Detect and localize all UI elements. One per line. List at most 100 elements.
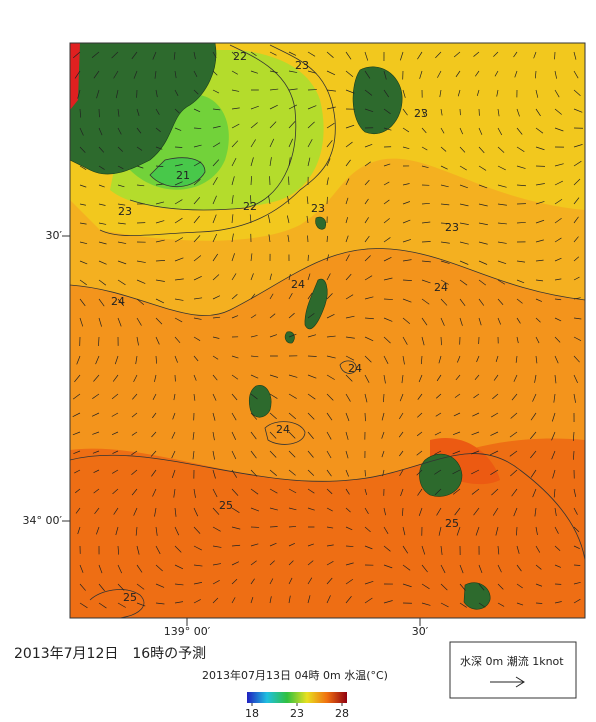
current-arrow	[307, 543, 314, 547]
current-arrow	[150, 450, 157, 457]
current-arrow	[212, 374, 218, 381]
current-arrow	[440, 222, 450, 225]
current-arrow	[554, 127, 564, 132]
current-arrow	[288, 88, 298, 91]
current-arrow	[307, 273, 311, 281]
current-arrow	[516, 545, 520, 554]
current-arrow	[94, 507, 100, 515]
current-arrow	[117, 108, 120, 117]
current-arrow	[93, 469, 100, 474]
current-arrow	[535, 279, 544, 282]
current-arrow	[212, 469, 216, 479]
current-arrow	[533, 51, 537, 59]
current-arrow	[421, 583, 430, 590]
current-arrow	[117, 583, 125, 591]
current-arrow	[478, 127, 483, 135]
current-arrow	[364, 179, 370, 186]
current-arrow	[77, 89, 81, 99]
current-arrow	[455, 70, 461, 78]
current-arrow	[476, 355, 480, 363]
current-arrow	[440, 165, 448, 170]
current-arrow	[212, 563, 222, 566]
current-arrow	[93, 70, 100, 79]
current-arrow	[402, 108, 408, 116]
current-arrow	[534, 374, 537, 383]
current-arrow	[250, 393, 258, 400]
current-arrow	[288, 431, 296, 439]
current-arrow	[402, 317, 411, 325]
current-arrow	[135, 526, 138, 536]
current-arrow	[192, 431, 195, 440]
current-arrow	[231, 157, 237, 167]
current-arrow	[98, 564, 103, 574]
current-arrow	[478, 184, 488, 189]
current-arrow	[269, 542, 277, 547]
current-arrow	[112, 374, 119, 382]
current-arrow	[551, 450, 556, 460]
current-arrow	[421, 127, 427, 134]
current-arrow	[364, 507, 369, 515]
current-arrow	[383, 237, 391, 243]
current-arrow	[452, 488, 461, 495]
current-arrow	[193, 70, 198, 78]
current-arrow	[79, 127, 84, 136]
current-arrow	[250, 157, 254, 167]
current-arrow	[402, 336, 408, 345]
current-arrow	[345, 197, 349, 205]
current-arrow	[418, 507, 423, 517]
current-arrow	[91, 412, 100, 417]
current-arrow	[436, 507, 442, 516]
sea-green	[130, 95, 229, 190]
current-arrow	[535, 564, 542, 570]
current-arrow	[478, 165, 487, 171]
current-arrow	[174, 89, 179, 96]
current-arrow	[516, 298, 523, 304]
current-arrow	[174, 564, 184, 570]
current-arrow	[402, 219, 411, 224]
current-arrow	[402, 89, 406, 98]
lat-label: 34° 00′	[23, 514, 63, 527]
current-arrow	[478, 317, 482, 326]
current-arrow	[79, 583, 86, 591]
current-arrow	[364, 374, 370, 383]
current-arrow	[250, 355, 259, 358]
current-arrow	[459, 298, 466, 307]
current-arrow	[440, 127, 445, 134]
current-arrow	[79, 203, 86, 206]
current-arrow	[510, 469, 518, 477]
current-arrow	[155, 298, 165, 304]
contour-label: 23	[311, 202, 325, 215]
current-arrow	[79, 165, 87, 170]
current-arrow	[269, 273, 272, 281]
current-arrow	[269, 469, 277, 476]
current-arrow	[269, 104, 278, 110]
current-arrow	[136, 260, 146, 263]
current-arrow	[418, 374, 423, 383]
current-arrow	[174, 108, 180, 114]
current-arrow	[307, 469, 315, 476]
current-arrow	[497, 146, 505, 153]
current-arrow	[554, 564, 562, 568]
current-arrow	[231, 597, 236, 604]
current-arrow	[96, 526, 100, 535]
current-arrow	[516, 260, 526, 263]
current-arrow	[364, 255, 371, 262]
current-arrow	[402, 298, 412, 303]
current-arrow	[478, 298, 485, 306]
current-arrow	[417, 393, 423, 400]
current-arrow	[250, 560, 257, 566]
current-arrow	[250, 293, 256, 300]
current-arrow	[345, 374, 353, 382]
current-arrow	[516, 221, 526, 224]
current-arrow	[151, 431, 157, 438]
current-arrow	[212, 159, 220, 167]
current-arrow	[478, 260, 488, 265]
current-arrow	[436, 374, 442, 382]
current-arrow	[573, 545, 580, 549]
current-arrow	[269, 157, 272, 167]
current-arrow	[288, 312, 295, 319]
contour-label: 24	[291, 278, 305, 291]
current-arrow	[345, 124, 355, 129]
current-arrow	[231, 107, 240, 110]
current-arrow	[440, 602, 449, 608]
